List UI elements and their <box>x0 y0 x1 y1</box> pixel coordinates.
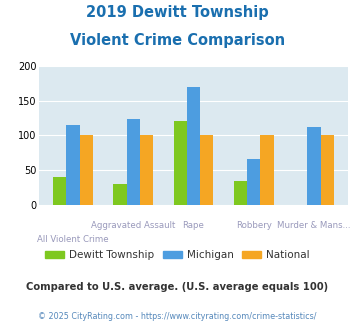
Text: 2019 Dewitt Township: 2019 Dewitt Township <box>86 5 269 20</box>
Text: All Violent Crime: All Violent Crime <box>37 235 109 244</box>
Legend: Dewitt Township, Michigan, National: Dewitt Township, Michigan, National <box>41 246 314 264</box>
Bar <box>127 119 140 205</box>
Bar <box>53 177 66 205</box>
Bar <box>174 121 187 205</box>
Bar <box>307 127 321 205</box>
Text: Compared to U.S. average. (U.S. average equals 100): Compared to U.S. average. (U.S. average … <box>26 282 329 292</box>
Bar <box>234 181 247 205</box>
Bar <box>187 87 200 205</box>
Text: Robbery: Robbery <box>236 221 272 230</box>
Text: Murder & Mans...: Murder & Mans... <box>277 221 351 230</box>
Text: Rape: Rape <box>182 221 204 230</box>
Bar <box>321 135 334 205</box>
Bar <box>260 135 274 205</box>
Bar <box>140 135 153 205</box>
Text: © 2025 CityRating.com - https://www.cityrating.com/crime-statistics/: © 2025 CityRating.com - https://www.city… <box>38 312 317 321</box>
Text: Aggravated Assault: Aggravated Assault <box>91 221 175 230</box>
Bar <box>200 135 213 205</box>
Text: Violent Crime Comparison: Violent Crime Comparison <box>70 33 285 48</box>
Bar <box>113 184 127 205</box>
Bar <box>247 159 260 205</box>
Bar <box>80 135 93 205</box>
Bar <box>66 125 80 205</box>
